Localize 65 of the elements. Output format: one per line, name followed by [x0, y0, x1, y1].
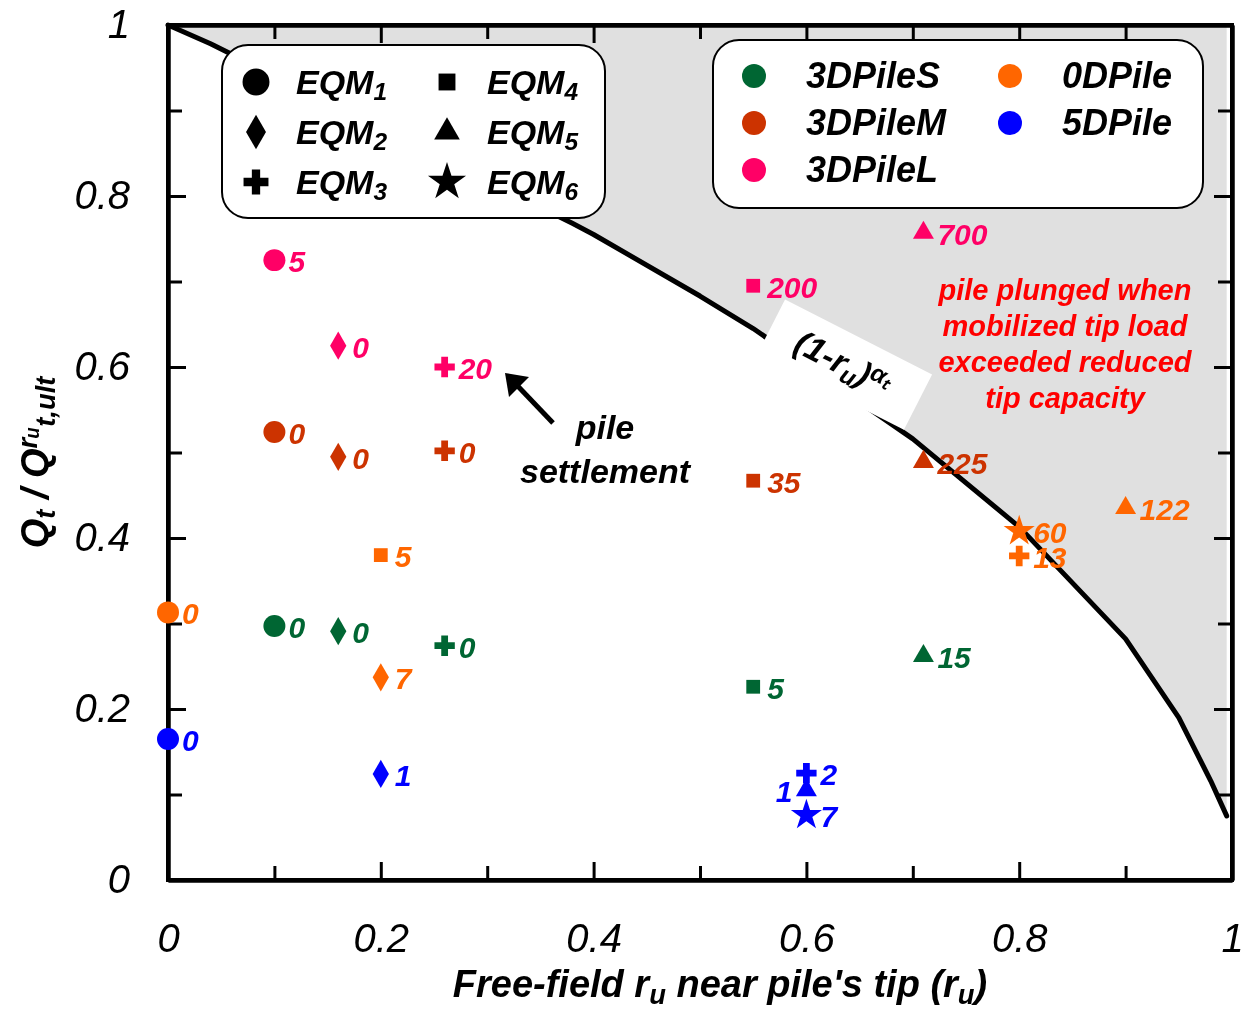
point: [263, 421, 286, 443]
annotation: 700: [937, 217, 988, 251]
legend-label: 3DPileS: [806, 55, 941, 96]
annotation: pile settlement: [519, 408, 692, 490]
y-tick-label: 0: [107, 857, 130, 902]
annotation: 5: [288, 245, 307, 279]
annotation: 0: [352, 330, 370, 364]
annotation: EQM$_{6}$: [487, 163, 579, 205]
y-tick-label: 0.6: [74, 344, 131, 389]
point: [746, 278, 761, 293]
annotation: 7: [394, 662, 413, 696]
point: [157, 601, 179, 624]
point: [157, 727, 179, 750]
legend-label: 0DPile: [1062, 55, 1173, 96]
annotation: 0: [458, 630, 476, 664]
y-tick-label: 0.2: [74, 686, 130, 731]
annotation: 0: [458, 435, 476, 469]
annotation: 0: [288, 611, 306, 645]
legend-label: 3DPileM: [806, 102, 948, 143]
point: [746, 473, 761, 488]
x-tick-label: 0.6: [779, 916, 836, 961]
x-tick-label: 0.4: [566, 916, 622, 961]
annotation: 0: [288, 416, 306, 450]
annotation: 15: [937, 640, 973, 674]
annotation: 0: [352, 616, 370, 650]
annotation: 5: [767, 671, 786, 705]
y-tick-label: 1: [107, 2, 130, 47]
y-tick-label: 0.4: [74, 515, 130, 560]
annotation: 1: [775, 775, 793, 809]
point: [1003, 514, 1035, 545]
y-tick-label: 0.8: [74, 173, 131, 218]
annotation: pile plunged when mobilized tip load exceeded reduced tip capacity: [937, 274, 1193, 414]
annotation: 20: [457, 352, 493, 385]
annotation: 7: [820, 800, 839, 834]
annotation: EQM$_{1}$: [296, 63, 388, 105]
point: [1009, 545, 1030, 567]
point: [796, 762, 817, 784]
point: [263, 615, 286, 638]
x-tick-label: 0.2: [353, 916, 410, 961]
annotation: 200: [766, 270, 818, 304]
annotation: 2: [819, 758, 838, 792]
annotation: 1: [394, 758, 412, 792]
x-axis-title: Free-field r$_{u}$ near pile's tip (r$_{u}$): [452, 963, 988, 1010]
annotation: EQM$_{5}$: [487, 113, 579, 155]
legend-label: 3DPileL: [806, 149, 939, 190]
point: [434, 440, 455, 461]
annotation: EQM$_{3}$: [296, 163, 388, 205]
annotation: 35: [767, 465, 802, 499]
annotation: EQM$_{4}$: [487, 63, 579, 105]
x-tick-label: 1: [1221, 916, 1244, 961]
point: [746, 679, 761, 694]
annotation: EQM$_{2}$: [296, 113, 388, 155]
annotation: 5: [394, 540, 413, 574]
legend-label: 5DPile: [1062, 102, 1173, 143]
annotation: 0: [182, 723, 199, 757]
annotation: 0: [182, 597, 199, 631]
x-tick-label: 0.8: [991, 916, 1049, 961]
point: [373, 548, 388, 562]
point: [434, 356, 455, 378]
x-tick-label: 0: [157, 916, 180, 961]
annotation: 122: [1139, 493, 1190, 527]
point: [790, 798, 822, 829]
point: [434, 635, 455, 656]
point: [263, 249, 286, 272]
annotation: 0: [352, 441, 370, 475]
